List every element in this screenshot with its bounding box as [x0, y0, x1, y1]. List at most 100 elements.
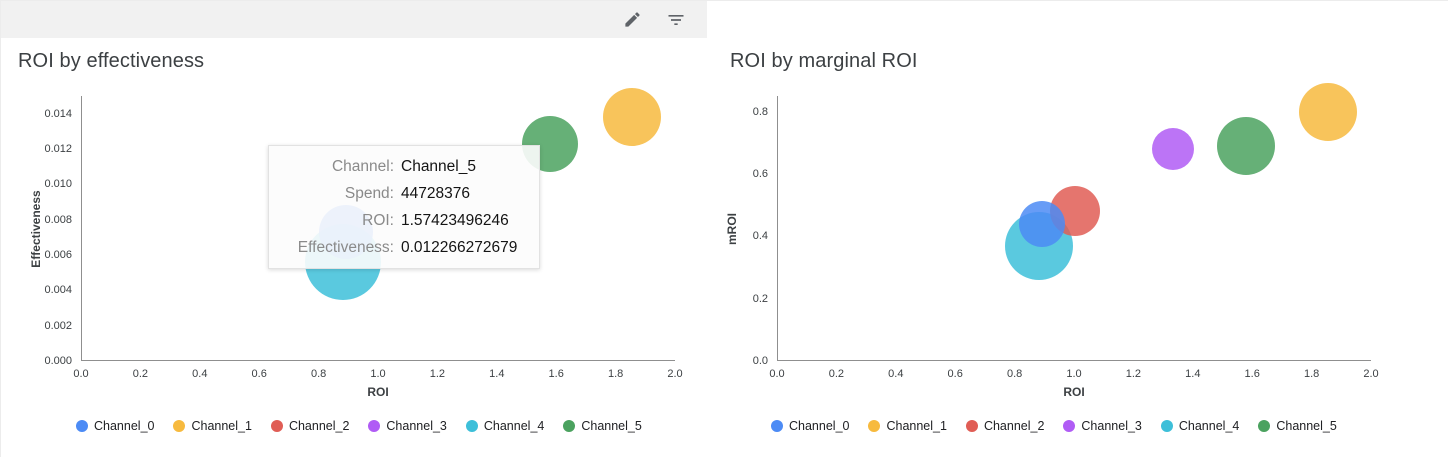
legend-item-channel_1[interactable]: Channel_1: [173, 419, 252, 433]
legend-dot-icon: [1063, 420, 1076, 432]
bubble-chart-roi-by-effectiveness: 0.0 0.2 0.4 0.6 0.8 1.0 1.2 1.4 1.6 1.8 2.0 0.000 0.…: [1, 38, 713, 457]
legend-label: Channel_3: [386, 419, 447, 433]
x-tick-label: 0.8: [1006, 368, 1023, 380]
tooltip-effectiveness-label: Effectiveness:: [297, 239, 394, 256]
tooltip-effectiveness-value: 0.012266272679: [401, 239, 518, 256]
legend-dot-icon: [965, 420, 978, 432]
legend-dot-icon: [868, 420, 881, 432]
y-tick-label: 0.014: [44, 107, 72, 120]
legend-label: Channel_2: [983, 419, 1045, 433]
x-tick-label: 0.0: [769, 368, 785, 380]
x-tick-label: 1.8: [607, 368, 624, 380]
chart-tooltip: Channel: Channel_5 Spend: 44728376 ROI: …: [268, 145, 540, 269]
x-tick-label: 1.4: [489, 368, 505, 380]
bubble-channel_1[interactable]: [602, 88, 661, 147]
y-tick-label: 0.008: [44, 213, 72, 226]
legend-dot-icon: [465, 420, 478, 432]
y-tick-label: 0.8: [752, 105, 768, 118]
x-tick-label: 0.0: [73, 368, 89, 380]
legend-label: Channel_0: [94, 419, 155, 433]
legend-label: Channel_2: [288, 419, 350, 433]
y-tick-label: 0.002: [44, 319, 72, 332]
y-tick-label: 0.006: [44, 249, 72, 261]
legend-dot-icon: [368, 420, 381, 432]
x-tick-label: 2.0: [1363, 368, 1379, 380]
legend-dot-icon: [563, 420, 576, 432]
chart-title: ROI by marginal ROI: [730, 50, 918, 72]
chart-legend: Channel_0 Channel_1 Channel_2 Channel_3 Chan…: [771, 419, 1337, 433]
x-tick-label: 1.4: [1185, 368, 1201, 380]
y-axis-title: mROI: [725, 212, 739, 245]
tooltip-spend-label: Spend:: [344, 185, 394, 202]
x-tick-label: 1.6: [1244, 368, 1260, 380]
legend-dot-icon: [76, 420, 88, 432]
x-axis-title: ROI: [367, 385, 389, 399]
bubble-channel_5[interactable]: [1216, 116, 1275, 175]
legend-label: Channel_1: [886, 419, 947, 433]
x-tick-label: 0.2: [828, 368, 845, 380]
edit-pencil-icon-glyph: [624, 12, 640, 27]
plot-area: [777, 82, 1371, 361]
y-tick-label: 0.0: [752, 355, 768, 367]
x-tick-label: 1.2: [1125, 368, 1142, 380]
x-tick-label: 2.0: [667, 368, 683, 380]
edit-pencil-icon[interactable]: [615, 5, 649, 35]
x-tick-label: 0.2: [132, 368, 149, 380]
y-tick-label: 0.6: [752, 167, 768, 180]
tooltip-channel-label: Channel:: [331, 158, 394, 175]
legend-item-channel_2[interactable]: Channel_2: [965, 419, 1045, 433]
bubble-channel_1[interactable]: [1298, 82, 1357, 141]
legend-label: Channel_4: [483, 419, 545, 433]
legend-item-channel_2[interactable]: Channel_2: [270, 419, 350, 433]
legend-label: Channel_5: [581, 419, 642, 433]
legend-dot-icon: [173, 420, 186, 432]
x-tick-label: 0.6: [251, 368, 267, 380]
x-tick-label: 0.8: [310, 368, 327, 380]
y-tick-label: 0.010: [44, 178, 72, 191]
chart-selection-toolbar: [1, 1, 707, 38]
legend-dot-icon: [771, 420, 783, 432]
legend-item-channel_3[interactable]: Channel_3: [1063, 419, 1142, 433]
legend-item-channel_0[interactable]: Channel_0: [76, 419, 154, 433]
legend-label: Channel_0: [789, 419, 850, 433]
bubble-channel_0[interactable]: [1019, 200, 1066, 247]
x-axis-title: ROI: [1063, 385, 1085, 399]
chart-panel-roi-by-marginal-roi: ROI by marginal ROI 0.0 0.2 0.4 0.6 0.8 1.0 1.…: [713, 38, 1448, 457]
y-tick-label: 0.2: [752, 292, 768, 305]
chart-legend: Channel_0 Channel_1 Channel_2 Channel_3 Chan…: [76, 419, 642, 433]
bubble-chart-roi-by-marginal-roi: 0.0 0.2 0.4 0.6 0.8 1.0 1.2 1.4 1.6 1.8 2.0 0.0 0.2 0…: [713, 38, 1448, 457]
x-tick-label: 1.0: [370, 368, 386, 380]
legend-item-channel_1[interactable]: Channel_1: [868, 419, 947, 433]
x-tick-label: 1.0: [1066, 368, 1082, 380]
y-tick-label: 0.000: [44, 355, 72, 367]
tooltip-roi-label: ROI:: [362, 212, 394, 229]
bubble-channel_3[interactable]: [1152, 128, 1194, 170]
legend-label: Channel_1: [191, 419, 252, 433]
x-tick-label: 0.6: [947, 368, 963, 380]
chart-title: ROI by effectiveness: [18, 50, 205, 72]
x-tick-label: 1.8: [1303, 368, 1320, 380]
legend-item-channel_5[interactable]: Channel_5: [563, 419, 642, 433]
legend-item-channel_3[interactable]: Channel_3: [368, 419, 447, 433]
y-tick-label: 0.4: [752, 230, 768, 243]
tooltip-spend-value: 44728376: [401, 185, 470, 202]
y-axis-title: Effectiveness: [29, 189, 43, 268]
x-tick-label: 1.2: [429, 368, 446, 380]
legend-label: Channel_3: [1081, 419, 1142, 433]
legend-item-channel_4[interactable]: Channel_4: [1160, 419, 1240, 433]
legend-dot-icon: [270, 420, 283, 432]
x-tick-label: 0.4: [888, 368, 904, 380]
legend-label: Channel_5: [1276, 419, 1337, 433]
tooltip-roi-value: 1.57423496246: [401, 212, 509, 229]
y-tick-label: 0.012: [44, 143, 72, 155]
chart-panel-roi-by-effectiveness: ROI by effectiveness 0.0 0.2 0.4 0.6 0.8 1.0 1…: [1, 38, 713, 457]
x-tick-label: 1.6: [548, 368, 564, 380]
legend-dot-icon: [1258, 420, 1271, 432]
filter-list-icon[interactable]: [659, 5, 693, 35]
legend-dot-icon: [1160, 420, 1173, 432]
legend-item-channel_0[interactable]: Channel_0: [771, 419, 849, 433]
legend-item-channel_4[interactable]: Channel_4: [465, 419, 545, 433]
legend-label: Channel_4: [1178, 419, 1240, 433]
legend-item-channel_5[interactable]: Channel_5: [1258, 419, 1337, 433]
